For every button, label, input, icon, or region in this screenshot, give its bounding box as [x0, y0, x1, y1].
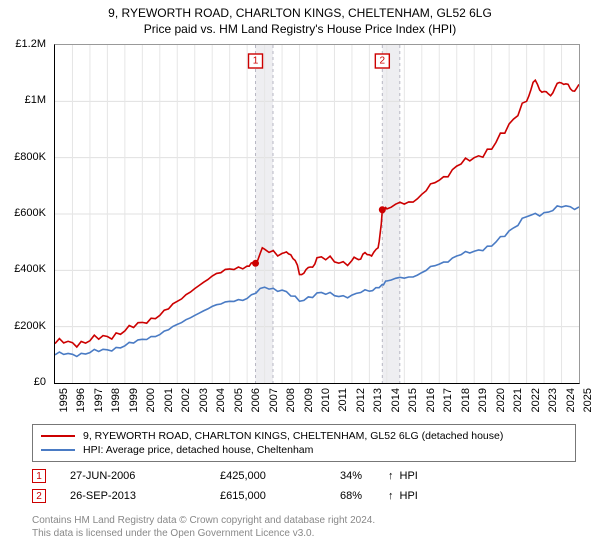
svg-text:1: 1: [253, 56, 259, 67]
chart-svg: 12: [55, 45, 579, 383]
footer-line-2: This data is licensed under the Open Gov…: [32, 527, 576, 540]
sale-pct: 34%: [340, 470, 388, 482]
footer-line-1: Contains HM Land Registry data © Crown c…: [32, 514, 576, 527]
sale-date: 27-JUN-2006: [70, 470, 220, 482]
x-tick-label: 1997: [93, 388, 105, 412]
sales-table: 1 27-JUN-2006£425,00034%↑ HPI 2 26-SEP-2013£…: [32, 466, 576, 506]
title-main: 9, RYEWORTH ROAD, CHARLTON KINGS, CHELTE…: [0, 6, 600, 22]
y-tick-label: £400K: [14, 263, 46, 275]
legend-label: 9, RYEWORTH ROAD, CHARLTON KINGS, CHELTE…: [83, 430, 503, 442]
sales-row: 1 27-JUN-2006£425,00034%↑ HPI: [32, 466, 576, 486]
x-axis: 1995 1996 1997 1998 1999 2000 2001 2002 2003 2004…: [54, 384, 580, 424]
sale-hpi-label: HPI: [400, 490, 418, 502]
sale-marker-icon: 1: [32, 469, 46, 483]
x-tick-label: 2003: [198, 388, 210, 412]
x-tick-label: 2013: [372, 388, 384, 412]
x-tick-label: 1998: [110, 388, 122, 412]
sale-marker-icon: 2: [32, 489, 46, 503]
plot-area: 12: [54, 44, 580, 384]
x-tick-label: 2008: [285, 388, 297, 412]
y-tick-label: £200K: [14, 320, 46, 332]
x-tick-label: 2000: [145, 388, 157, 412]
legend-item: HPI: Average price, detached house, Chel…: [41, 443, 567, 457]
x-tick-label: 2015: [407, 388, 419, 412]
y-tick-label: £1M: [25, 94, 46, 106]
x-tick-label: 2022: [530, 388, 542, 412]
x-tick-label: 2004: [215, 388, 227, 412]
x-tick-label: 1996: [75, 388, 87, 412]
x-tick-label: 2001: [163, 388, 175, 412]
x-tick-label: 2009: [303, 388, 315, 412]
x-tick-label: 2017: [442, 388, 454, 412]
svg-text:2: 2: [380, 56, 386, 67]
legend-item: 9, RYEWORTH ROAD, CHARLTON KINGS, CHELTE…: [41, 429, 567, 443]
x-tick-label: 2021: [512, 388, 524, 412]
chart-container: 9, RYEWORTH ROAD, CHARLTON KINGS, CHELTE…: [0, 0, 600, 560]
arrow-up-icon: ↑: [388, 490, 394, 502]
x-tick-label: 2006: [250, 388, 262, 412]
x-tick-label: 2016: [425, 388, 437, 412]
sales-row: 2 26-SEP-2013£615,00068%↑ HPI: [32, 486, 576, 506]
x-tick-label: 2011: [337, 388, 349, 412]
sale-hpi-label: HPI: [400, 470, 418, 482]
y-tick-label: £1.2M: [15, 38, 46, 50]
legend: 9, RYEWORTH ROAD, CHARLTON KINGS, CHELTE…: [32, 424, 576, 462]
sale-date: 26-SEP-2013: [70, 490, 220, 502]
x-tick-label: 2025: [582, 388, 594, 412]
title-block: 9, RYEWORTH ROAD, CHARLTON KINGS, CHELTE…: [0, 0, 600, 37]
y-axis: £0£200K£400K£600K£800K£1M£1.2M: [6, 44, 50, 384]
y-tick-label: £600K: [14, 207, 46, 219]
footer: Contains HM Land Registry data © Crown c…: [32, 514, 576, 540]
x-tick-label: 2012: [355, 388, 367, 412]
x-tick-label: 2007: [268, 388, 280, 412]
x-tick-label: 1999: [128, 388, 140, 412]
legend-label: HPI: Average price, detached house, Chel…: [83, 444, 313, 456]
x-tick-label: 2024: [565, 388, 577, 412]
x-tick-label: 1995: [58, 388, 70, 412]
x-tick-label: 2002: [180, 388, 192, 412]
title-subtitle: Price paid vs. HM Land Registry's House …: [0, 22, 600, 38]
sale-price: £425,000: [220, 470, 340, 482]
arrow-up-icon: ↑: [388, 470, 394, 482]
legend-swatch: [41, 435, 75, 437]
y-tick-label: £0: [34, 376, 46, 388]
x-tick-label: 2018: [460, 388, 472, 412]
x-tick-label: 2014: [390, 388, 402, 412]
x-tick-label: 2020: [495, 388, 507, 412]
sale-price: £615,000: [220, 490, 340, 502]
x-tick-label: 2023: [547, 388, 559, 412]
legend-swatch: [41, 449, 75, 451]
sale-pct: 68%: [340, 490, 388, 502]
x-tick-label: 2010: [320, 388, 332, 412]
x-tick-label: 2005: [233, 388, 245, 412]
y-tick-label: £800K: [14, 151, 46, 163]
x-tick-label: 2019: [477, 388, 489, 412]
